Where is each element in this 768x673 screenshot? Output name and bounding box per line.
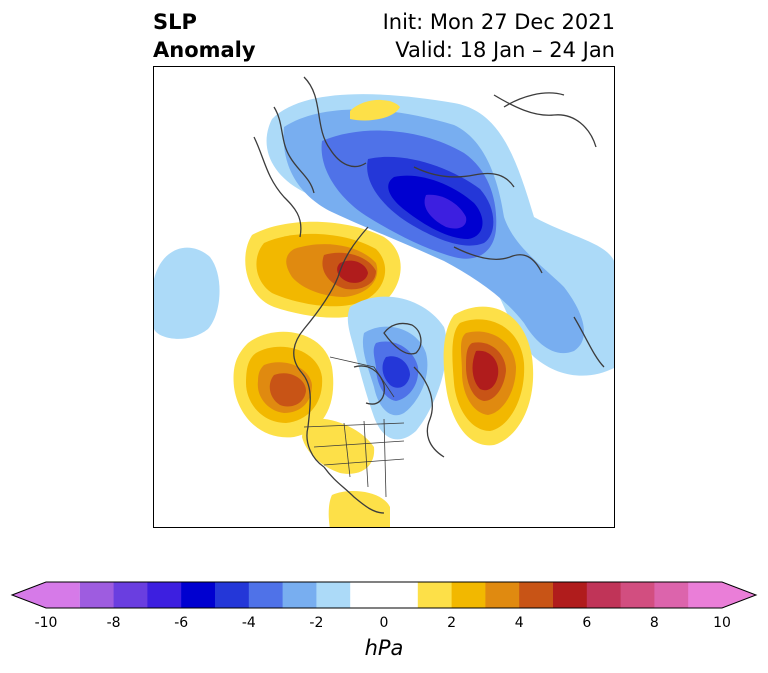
colorbar-outline bbox=[10, 581, 758, 609]
colorbar-tick-label: -6 bbox=[174, 615, 189, 631]
colorbar-cell bbox=[417, 582, 453, 608]
colorbar-cell bbox=[147, 582, 182, 608]
map-dates: Init: Mon 27 Dec 2021 Valid: 18 Jan – 24… bbox=[383, 8, 615, 64]
colorbar-tick-label: 6 bbox=[582, 615, 592, 631]
colorbar-cell bbox=[12, 582, 80, 608]
map-title: SLP Anomaly bbox=[153, 8, 256, 64]
colorbar bbox=[10, 581, 758, 609]
units-label: hPa bbox=[364, 636, 404, 660]
atlantic-high-core bbox=[472, 350, 499, 391]
colorbar-cell bbox=[79, 582, 115, 608]
siberian-high-core bbox=[337, 260, 368, 283]
title-anomaly: Anomaly bbox=[153, 38, 256, 62]
colorbar-cell bbox=[282, 582, 317, 608]
colorbar-tick-label: -10 bbox=[34, 615, 58, 631]
colorbar-tick-label: -8 bbox=[106, 615, 121, 631]
colorbar-tick-label: 0 bbox=[379, 615, 389, 631]
anomaly-map bbox=[153, 66, 615, 528]
colorbar-cell bbox=[181, 582, 216, 608]
colorbar-cell bbox=[586, 582, 622, 608]
colorbar-cell bbox=[350, 582, 385, 608]
colorbar-tick-label: -2 bbox=[309, 615, 324, 631]
colorbar-cell bbox=[215, 582, 250, 608]
colorbar-tick-label: 4 bbox=[514, 615, 524, 631]
map-canvas bbox=[154, 76, 614, 527]
colorbar-tick-label: -4 bbox=[241, 615, 256, 631]
colorbar-cell bbox=[248, 582, 284, 608]
us-positive-region bbox=[302, 418, 375, 474]
colorbar-cell bbox=[620, 582, 655, 608]
colorbar-tick-label: 2 bbox=[447, 615, 457, 631]
us-state-borders bbox=[303, 356, 405, 498]
colorbar-tick-label: 8 bbox=[649, 615, 659, 631]
colorbar-cell bbox=[451, 582, 486, 608]
title-slp: SLP bbox=[153, 10, 197, 34]
colorbar-cell bbox=[553, 582, 588, 608]
colorbar-cell bbox=[316, 582, 351, 608]
valid-range: Valid: 18 Jan – 24 Jan bbox=[395, 38, 615, 62]
colorbar-cell bbox=[519, 582, 554, 608]
colorbar-cell bbox=[485, 582, 520, 608]
canada-trough-core bbox=[382, 356, 410, 388]
coastlines bbox=[253, 76, 605, 514]
colorbar-cell bbox=[113, 582, 148, 608]
colorbar-cell bbox=[654, 582, 689, 608]
colorbar-tick-label: 10 bbox=[713, 615, 731, 631]
init-date: Init: Mon 27 Dec 2021 bbox=[382, 10, 615, 34]
colorbar-cell bbox=[384, 582, 419, 608]
pacific-high-core bbox=[269, 373, 306, 407]
pacific-low-region bbox=[154, 247, 220, 339]
gulf-positive-region bbox=[328, 491, 390, 527]
eurasian-trough-center bbox=[424, 194, 467, 229]
scandinavia-high bbox=[350, 99, 400, 121]
colorbar-cell bbox=[688, 582, 756, 608]
